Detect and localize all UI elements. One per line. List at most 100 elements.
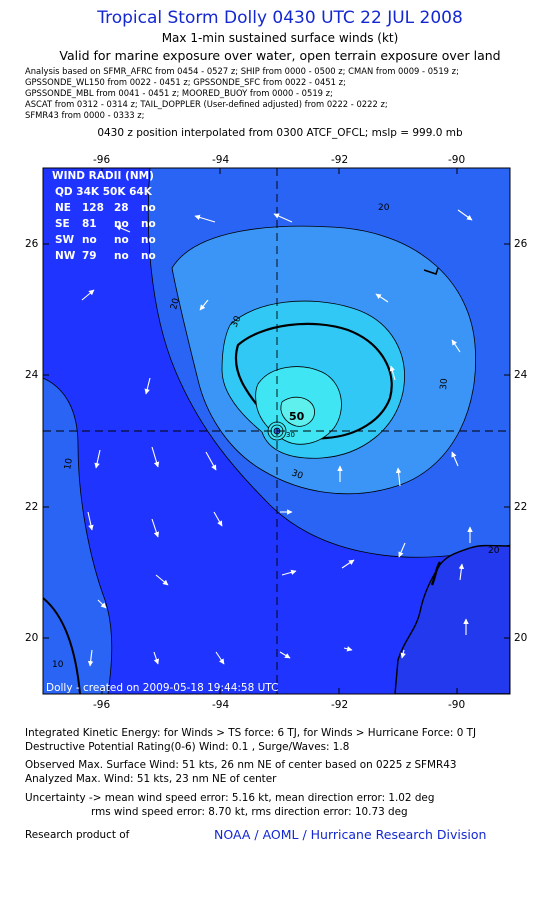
contour-label: 30 (230, 314, 244, 329)
lat-tick-left: 24 (25, 369, 39, 381)
wind-radii-50k: no (114, 234, 129, 246)
wind-vector-arrow (458, 563, 465, 581)
contour-label: 20 (169, 297, 182, 311)
lat-tick-right: 24 (514, 369, 528, 381)
analysis-source-line: GPSSONDE_WL150 from 0022 - 0451 z; GPSSO… (25, 77, 346, 87)
wind-vector-arrow (375, 293, 389, 303)
analysis-source-line: ASCAT from 0312 - 0314 z; TAIL_DOPPLER (… (25, 99, 388, 109)
wind-radii-50k: no (114, 218, 129, 230)
wind-34kt-contour (234, 322, 393, 440)
coastline (430, 561, 442, 586)
lon-tick-top: -90 (448, 154, 466, 166)
wind-radii-quadrant: SW (55, 234, 75, 246)
lon-tick-top: -92 (331, 154, 349, 166)
wind-vector-arrow (81, 289, 95, 301)
validity-note: Valid for marine exposure over water, op… (59, 48, 501, 63)
wind-vector-arrow (451, 451, 459, 467)
analyzed-max-line: Analyzed Max. Wind: 51 kts, 23 nm NE of … (25, 773, 277, 785)
wind-radii-64k: no (141, 218, 156, 230)
wind-radii-50k: 28 (114, 202, 129, 214)
wind-radii-quadrant: SE (55, 218, 70, 230)
wind-vector-arrow (213, 511, 223, 527)
wind-vector-arrow (155, 574, 169, 586)
contour-label: 30 (439, 378, 450, 391)
wind-vector-arrow (97, 599, 107, 609)
coastline (43, 597, 81, 694)
wind-vector-arrow (341, 559, 355, 569)
analysis-source-line: Analysis based on SFMR_AFRC from 0454 - … (25, 66, 459, 76)
wind-radii-header: QD 34K 50K 64K (55, 186, 153, 198)
wind-band-10 (43, 377, 113, 694)
coastline (423, 267, 439, 275)
observed-max-line: Observed Max. Surface Wind: 51 kts, 26 n… (25, 759, 457, 771)
wind-vector-arrow (94, 449, 101, 469)
wind-vector-arrow (115, 225, 131, 233)
page-title: Tropical Storm Dolly 0430 UTC 22 JUL 200… (97, 8, 463, 28)
wind-vector-arrow (87, 649, 94, 667)
lat-tick-left: 26 (25, 238, 39, 250)
wind-radii-34k: no (82, 234, 97, 246)
map-frame (42, 167, 511, 695)
contour-label: 50 (289, 410, 305, 423)
credit-link[interactable]: NOAA / AOML / Hurricane Research Divisio… (214, 827, 487, 842)
wind-vector-arrow (87, 511, 94, 531)
wind-vector-arrow (451, 339, 461, 353)
analysis-source-line: SFMR43 from 0000 - 0333 z; (25, 110, 145, 120)
research-label: Research product of (25, 829, 130, 841)
wind-vector-arrow (205, 451, 217, 471)
wind-vector-arrow (151, 518, 160, 538)
uncertainty-mean-line: Uncertainty -> mean wind speed error: 5.… (25, 792, 435, 804)
wind-vector-arrow (398, 542, 406, 558)
wind-radii-50k: no (114, 250, 129, 262)
wind-vector-arrow (400, 649, 406, 659)
wind-vector-arrow (395, 467, 402, 487)
wind-radii-64k: no (141, 202, 156, 214)
contour-label: 20 (488, 546, 500, 556)
lon-tick-bottom: -96 (93, 699, 111, 711)
map-subtitle: Max 1-min sustained surface winds (kt) (161, 31, 399, 45)
contour-label: 10 (52, 660, 64, 670)
wind-radii-quadrant: NW (55, 250, 76, 262)
wind-radii-34k: 81 (82, 218, 97, 230)
wind-vector-arrow (273, 213, 293, 223)
lon-tick-top: -94 (212, 154, 230, 166)
wind-radii-34k: 128 (82, 202, 104, 214)
wind-vector-arrow (343, 646, 353, 652)
wind-vector-arrow (153, 651, 160, 665)
wind-vector-arrow (457, 209, 473, 221)
lat-tick-right: 26 (514, 238, 528, 250)
lon-tick-top: -96 (93, 154, 111, 166)
ike-line: Integrated Kinetic Energy: for Winds > T… (25, 727, 477, 739)
contour-label: 10 (63, 457, 75, 470)
lon-tick-bottom: -94 (212, 699, 230, 711)
wind-radii-64k: no (141, 234, 156, 246)
uncertainty-rms-line: rms wind speed error: 8.70 kt, rms direc… (91, 806, 408, 818)
wind-vector-arrow (199, 299, 209, 311)
wind-vector-arrow (281, 569, 297, 576)
dpr-line: Destructive Potential Rating(0-6) Wind: … (25, 741, 350, 753)
wind-vector-arrow (389, 365, 396, 381)
lon-tick-bottom: -90 (448, 699, 466, 711)
wind-vector-arrow (194, 214, 216, 223)
wind-vector-arrow (215, 651, 225, 665)
lat-tick-left: 22 (25, 501, 39, 513)
axis-ticks (43, 168, 510, 694)
created-label: Dolly - created on 2009-05-18 19:44:58 U… (46, 682, 278, 694)
lat-tick-left: 20 (25, 632, 39, 644)
position-note: 0430 z position interpolated from 0300 A… (97, 127, 463, 139)
contour-label: 30 (290, 468, 304, 481)
contour-label: 20 (378, 203, 390, 213)
lat-tick-right: 20 (514, 632, 528, 644)
contour-label: 30 (286, 431, 295, 439)
wind-vectors (81, 209, 473, 667)
wind-vector-arrow (144, 377, 151, 395)
wind-vector-arrow (279, 651, 291, 659)
analysis-source-line: GPSSONDE_MBL from 0041 - 0451 z; MOORED_… (25, 88, 333, 98)
wind-radii-64k: no (141, 250, 156, 262)
wind-max-core (280, 396, 315, 427)
wind-radii-quadrant: NE (55, 202, 71, 214)
lon-tick-bottom: -92 (331, 699, 349, 711)
lat-tick-right: 22 (514, 501, 528, 513)
wind-radii-34k: 79 (82, 250, 97, 262)
